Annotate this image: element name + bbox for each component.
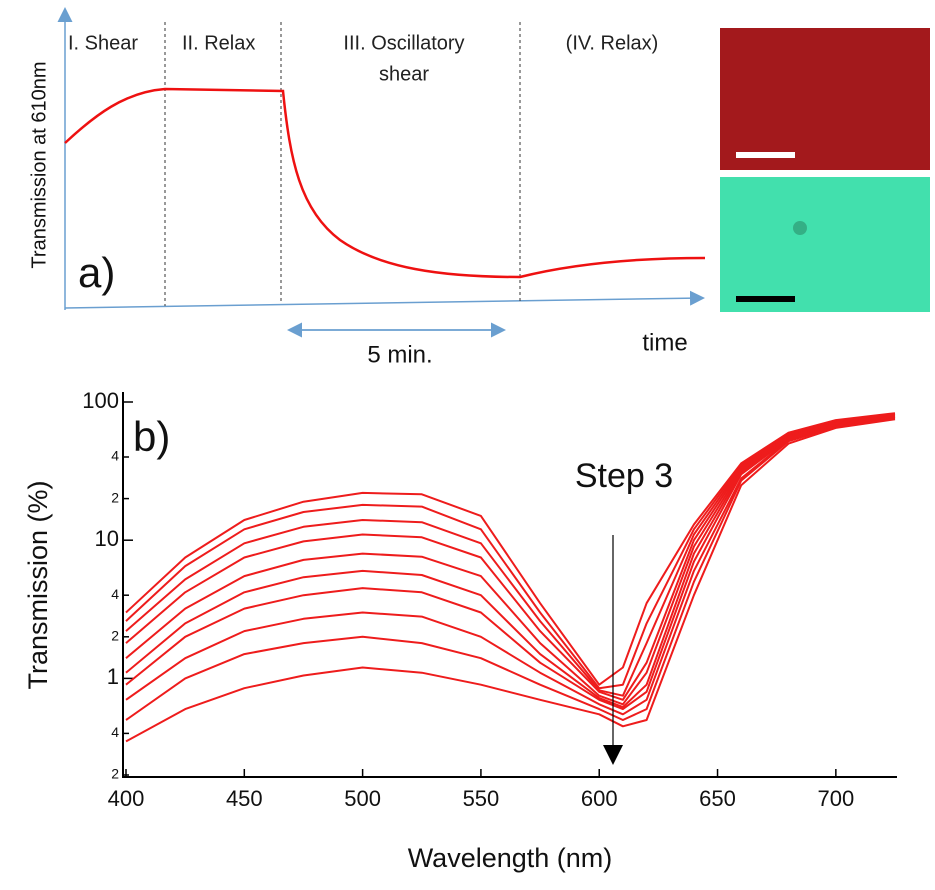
panel-b: b) Wavelength (nm) Transmission (%) Step… <box>23 388 897 873</box>
spectrum-line <box>125 415 896 706</box>
y-tick-label: 4 <box>111 586 119 602</box>
spectrum-line <box>125 414 896 701</box>
x-tick-label: 650 <box>699 786 736 811</box>
duration-label: 5 min. <box>367 341 432 368</box>
particle <box>793 221 807 235</box>
spectrum-line <box>125 415 896 711</box>
transmission-curve <box>64 87 706 279</box>
x-tick-label: 550 <box>463 786 500 811</box>
panel-label: b) <box>133 413 170 460</box>
y-tick-label: 4 <box>111 724 119 740</box>
x-tick-label: 450 <box>226 786 263 811</box>
phase-label: (IV. Relax) <box>566 32 659 54</box>
scale-bar <box>736 152 795 158</box>
phase-label: II. Relax <box>182 32 255 54</box>
panel-a: I. Shear II. Relax III. Oscillatory shea… <box>28 7 930 368</box>
x-tick-label: 700 <box>817 786 854 811</box>
spectrum-line <box>125 418 896 743</box>
y-tick-label: 2 <box>111 628 119 644</box>
a-x-axis <box>64 290 705 309</box>
phase-label: III. Oscillatory <box>343 32 464 54</box>
y-tick-label: 10 <box>95 526 119 551</box>
annotation: Step 3 <box>575 457 673 495</box>
y-tick-label: 2 <box>111 489 119 505</box>
spectrum-line <box>125 412 896 690</box>
spectrum-line <box>125 415 896 709</box>
micrograph-red <box>720 28 930 170</box>
y-axis-label: Transmission (%) <box>23 480 53 689</box>
spectrum-line <box>125 413 896 697</box>
spectra <box>125 412 896 743</box>
phase-dividers <box>164 22 521 306</box>
y-tick-label: 2 <box>111 766 119 782</box>
a-x-label: time <box>642 329 687 356</box>
micrograph-green <box>720 177 930 312</box>
spectrum-line <box>125 416 896 716</box>
x-tick-label: 400 <box>108 786 145 811</box>
y-tick-label: 100 <box>82 388 119 413</box>
y-tick-label: 1 <box>107 664 119 689</box>
a-y-label: Transmission at 610nm <box>28 61 50 268</box>
x-tick-label: 500 <box>344 786 381 811</box>
x-tick-label: 600 <box>581 786 618 811</box>
panel-label: a) <box>78 249 115 296</box>
y-tick-label: 4 <box>111 448 119 464</box>
spectrum-line <box>125 417 896 721</box>
spectrum-line <box>125 412 896 686</box>
x-axis-label: Wavelength (nm) <box>408 843 613 873</box>
scale-bar <box>736 296 795 302</box>
phase-label: I. Shear <box>68 32 138 54</box>
phase-label: shear <box>379 63 429 85</box>
step-arrow <box>603 535 623 765</box>
